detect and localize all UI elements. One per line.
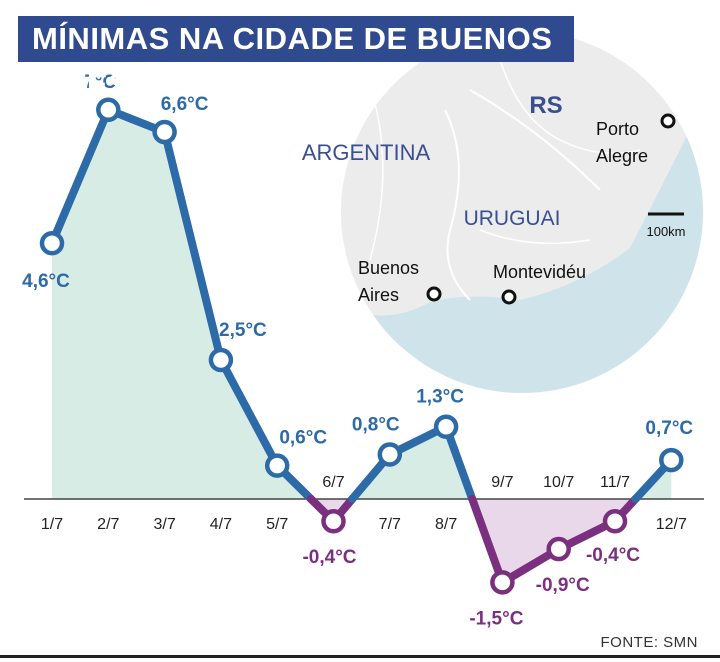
map-inset: RS ARGENTINA URUGUAI Porto Alegre Buenos… [302,31,703,393]
area-positive [352,426,473,499]
data-point [377,442,403,467]
series-line-segment [48,105,113,248]
city-marker-porto-alegre [660,113,676,129]
series-line-segment [160,128,225,364]
data-label: 0,7°C [645,418,693,439]
data-point [321,508,346,534]
data-label: 1,3°C [416,387,464,408]
series-line-segment [468,495,507,587]
map-label-rs: RS [529,92,562,119]
data-label: 0,8°C [352,415,400,436]
x-tick-label: 4/7 [210,516,232,533]
data-label: 0,6°C [279,428,327,449]
data-point [602,508,628,534]
x-tick-label: 10/7 [543,474,574,491]
data-point [39,230,65,256]
x-tick-label: 2/7 [97,516,119,533]
data-point [490,570,515,595]
border-line [444,109,471,301]
water-area [341,110,703,393]
map-label-aires: Aires [358,285,399,305]
data-label: -0,4°C [302,547,356,568]
map-label-argentina: ARGENTINA [302,140,431,165]
map-label-porto: Porto [596,119,639,139]
x-tick-label: 1/7 [41,516,63,533]
data-label: -0,9°C [536,575,590,596]
map-label-montevideu: Montevidéu [493,262,586,282]
map-label-buenos: Buenos [358,258,419,278]
road-line [499,59,641,155]
data-label: 7°C [84,72,116,93]
x-tick-label: 6/7 [322,474,344,491]
area-positive [52,109,311,500]
road-line [479,229,591,245]
data-point [208,347,234,373]
chart-title: MÍNIMAS NA CIDADE DE BUENOS AIRES [18,16,574,102]
data-label: 6,6°C [161,94,209,115]
data-label: -0,4°C [586,545,640,566]
city-marker-buenos-aires [426,286,442,302]
data-point [433,414,459,439]
data-label: 2,5°C [219,320,267,341]
source-label: FONTE: SMN [600,634,698,651]
x-tick-label: 12/7 [656,516,687,533]
x-tick-label: 11/7 [600,474,630,491]
data-point [546,536,571,562]
x-tick-label: 8/7 [435,516,457,533]
data-point [96,97,121,123]
chart-area: 4,6°C 1/7 7°C 2/7 6,6°C 3/7 2,5°C 4/7 0,6°C 5/7 -0… [22,72,704,629]
map-label-alegre: Alegre [596,146,648,166]
data-label: -1,5°C [469,608,523,629]
scale-label: 100km [646,224,685,239]
border-line [469,89,601,191]
data-point [659,447,684,473]
x-tick-label: 5/7 [266,516,288,533]
bottom-rule [0,655,720,658]
series-line-segment [216,356,282,470]
data-point [264,453,290,478]
x-tick-label: 3/7 [153,516,175,533]
data-label: 4,6°C [22,271,70,292]
series-line-segment [442,422,477,503]
x-tick-label: 7/7 [379,516,401,533]
data-point [152,119,177,145]
map-label-uruguai: URUGUAI [464,207,561,230]
x-tick-label: 9/7 [491,474,513,491]
city-marker-montevideu [501,289,517,305]
